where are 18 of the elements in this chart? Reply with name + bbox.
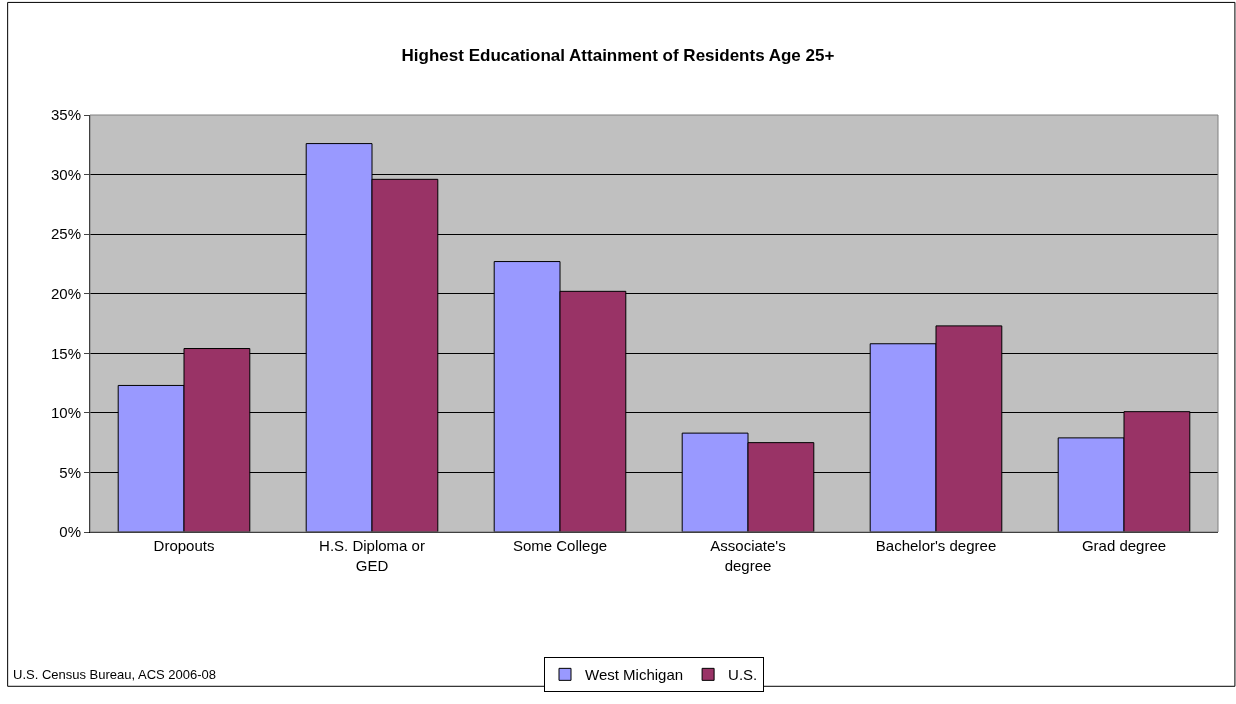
y-tick-label: 15% [50,344,81,362]
y-tick-label: 5% [59,463,81,481]
y-tick-label: 0% [59,523,81,541]
x-tick-label: Some College [512,537,608,554]
y-tick-label: 30% [50,165,81,183]
x-tick-label: H.S. Diploma or GED [319,537,425,574]
legend-label: U.S. [728,666,758,684]
legend-label: West Michigan [585,666,684,684]
x-tick-label: Bachelor's degree [875,537,997,554]
y-tick-label: 10% [50,404,81,422]
chart-title: Highest Educational Attainment of Residents Age 25+ [401,46,835,66]
y-tick-label: 35% [50,106,81,124]
x-tick-label: Grad degree [1081,537,1167,554]
y-tick-label: 25% [50,225,81,243]
x-tick-label: Dropouts [153,537,215,554]
text: U.S. Census Bureau, ACS 2006-08 [13,667,217,682]
y-tick-label: 20% [50,284,81,302]
x-tick-label: Associate's degree [710,537,786,574]
